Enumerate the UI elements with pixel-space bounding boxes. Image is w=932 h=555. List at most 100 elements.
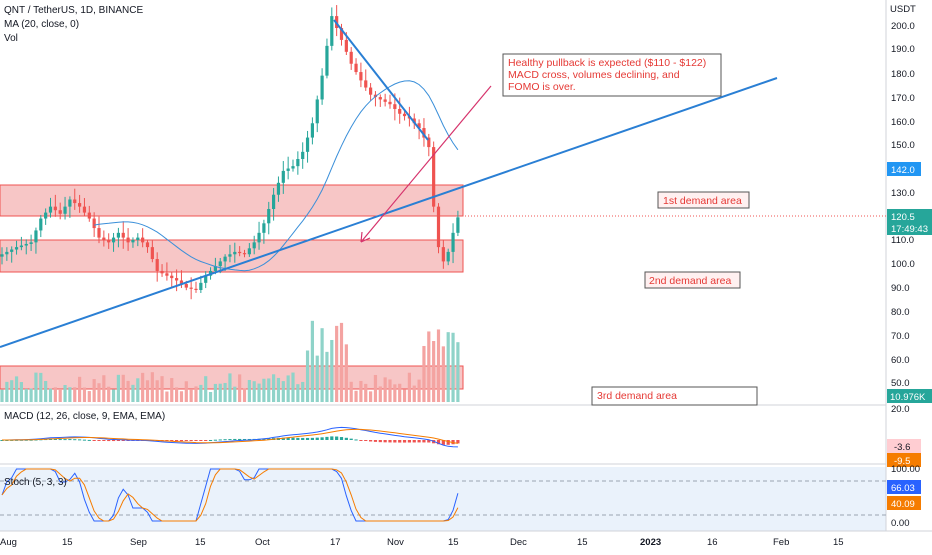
note-box[interactable] [502,53,722,97]
volume-bar [393,384,397,402]
macd-legend[interactable]: MACD (12, 26, close, 9, EMA, EMA) [4,411,165,422]
macd-hist-bar [286,437,290,440]
candle-body [189,287,193,289]
volume-bar [407,372,411,402]
time-tick-label: Oct [255,537,270,548]
price-tick-label: 170.0 [891,93,915,104]
macd-hist-bar [378,440,382,443]
descending-trendline[interactable] [333,19,429,141]
macd-hist-bar [53,438,57,440]
macd-hist-bar [87,439,91,441]
macd-hist-bar [78,439,82,441]
stoch-band [0,467,886,531]
candle-body [19,245,23,248]
volume-bar [78,376,82,402]
candle-body [126,237,130,243]
macd-hist-bar [238,438,242,440]
macd-hist-bar [393,440,397,443]
macd-badge-box [887,439,921,453]
price-badge: 120.5 [891,212,915,223]
time-tick-label: Dec [510,537,527,548]
macd-hist-bar [175,440,179,442]
volume-bar [24,388,28,402]
volume-bar [73,387,77,402]
signal-badge-box [887,453,921,467]
candle-body [92,218,96,229]
candle-body [10,249,14,252]
demand-zone-1 [0,184,464,217]
price-tick-label: 100.0 [891,259,915,270]
macd-hist-bar [29,439,33,441]
volume-bar [315,355,319,402]
volume-bar [87,391,91,402]
volume-bar [10,380,14,402]
candle-body [359,72,363,81]
demand3-label-box[interactable] [591,386,758,406]
volume-bar [238,374,242,402]
volume-bar [218,383,222,402]
candle-body [213,266,217,271]
demand2-label-box[interactable] [644,271,741,289]
symbol-legend[interactable]: QNT / TetherUS, 1D, BINANCE [4,5,143,16]
candle-body [296,159,300,167]
macd-hist-bar [344,437,348,440]
demand1-label-box[interactable] [657,191,750,209]
candle-body [267,209,271,224]
candle-body [48,206,53,213]
candle-body [252,242,256,249]
currency-label: USDT [890,4,916,15]
pullback-arrow[interactable] [360,85,492,243]
candle-body [0,254,4,257]
volume-bar [5,381,9,402]
volume-bar [427,331,431,402]
price-tick-label: 130.0 [891,188,915,199]
volume-bar [179,391,184,402]
vol-legend[interactable]: Vol [4,33,18,44]
stoch-tick-0: 0.00 [891,518,910,529]
stoch-legend[interactable]: Stoch (5, 3, 3) [4,477,67,488]
countdown: 17:49:43 [891,224,928,235]
candle-body [247,248,251,255]
time-tick-label: 2023 [640,537,661,548]
macd-hist-bar [359,440,363,441]
macd-hist-bar [325,436,329,440]
macd-badge: -3.6 [894,442,910,453]
time-axis[interactable]: Aug 15 Sep 15 Oct 17 Nov 15 Dec 15 2023 16 Feb 15 [0,537,844,548]
volume-bar [364,383,368,402]
macd-hist-bar [208,439,213,441]
candle-body [339,28,344,40]
ma-legend[interactable]: MA (20, close, 0) [4,19,79,30]
volume-bar [131,384,135,402]
note-line-1: Healthy pullback is expected ($110 - $12… [508,57,706,69]
candle-body [369,87,373,95]
volume-bar [257,383,261,402]
macd-hist-bar [233,438,237,440]
volume-bar [170,378,174,402]
macd-hist-bar [199,440,203,441]
macd-hist-bar [441,440,445,445]
candle-body [160,270,164,274]
macd-hist-bar [422,440,426,443]
candle-body [150,247,154,260]
volume-bar [456,342,460,402]
volume-bar [204,376,208,402]
candle-body [233,251,237,255]
candle-body [276,182,281,195]
price-axis-ticks[interactable]: 200.0 190.0 180.0 170.0 160.0 150.0 130.0 110.0… [891,21,915,389]
volume-bar [305,350,310,402]
volume-bar [446,332,450,402]
macd-hist-bar [291,437,295,440]
candle-body [257,232,261,243]
macd-hist-bar [407,440,411,443]
volume-bar [194,386,198,402]
volume-bar [398,383,402,402]
ascending-trendline[interactable] [0,77,778,348]
candle-body [242,253,247,255]
macd-hist-bar [427,440,431,443]
macd-hist-bar [369,440,373,442]
macd-hist-bar [310,437,314,440]
signal-badge: -9.5 [894,456,910,467]
candle-body [63,206,67,214]
